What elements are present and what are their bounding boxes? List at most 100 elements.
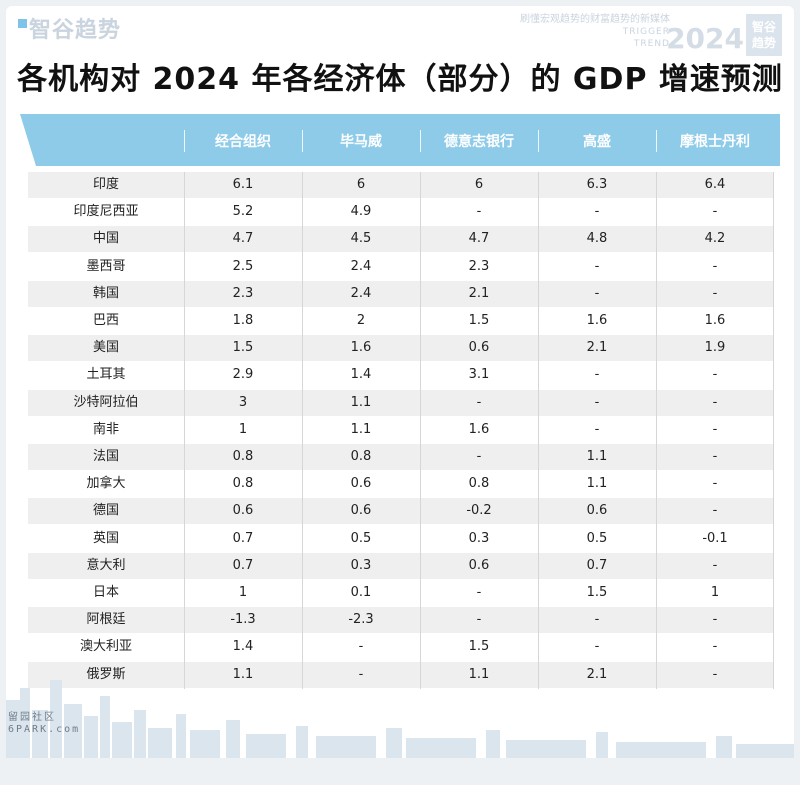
table-row: 阿根廷 -1.3 -2.3 - - -	[28, 607, 774, 634]
table-cell: -	[476, 449, 482, 464]
table-row: 土耳其 2.9 1.4 3.1 - -	[28, 362, 774, 388]
table-cell: -	[476, 204, 482, 220]
row-label: 墨西哥	[86, 258, 126, 274]
table-row: 印度 6.1 6 6 6.3 6.4	[28, 172, 774, 198]
table-cell: 1.5	[468, 313, 490, 328]
table-cell: 1.6	[704, 313, 726, 328]
table-cell: 0.8	[350, 449, 372, 464]
table-cell: -	[358, 639, 364, 655]
header-separator	[184, 130, 185, 152]
table-cell: 2.4	[350, 285, 372, 301]
header-cell: 毕马威	[340, 134, 382, 150]
watermark: 留园社区 6PARK.com	[8, 712, 80, 736]
table-cell: 1.8	[232, 313, 254, 328]
table-cell: 0.6	[350, 476, 372, 492]
header-cell: 高盛	[583, 134, 611, 150]
table-cell: 1.1	[468, 666, 490, 682]
table-row: 俄罗斯 1.1 - 1.1 2.1 -	[28, 661, 774, 688]
table-row: 韩国 2.3 2.4 2.1 - -	[28, 280, 774, 307]
table-cell: -	[712, 476, 718, 492]
table-cell: 0.6	[586, 503, 608, 519]
table-cell: 6.3	[586, 177, 608, 192]
table-cell: 6	[356, 177, 366, 192]
table-cell: -	[712, 258, 718, 274]
table-row: 澳大利亚 1.4 - 1.5 - -	[28, 634, 774, 660]
table-cell: 0.1	[350, 585, 372, 600]
header-separator	[656, 130, 657, 152]
row-label: 沙特阿拉伯	[73, 394, 139, 410]
table-cell: -0.1	[702, 530, 728, 546]
row-label: 巴西	[92, 313, 119, 328]
column-separator	[420, 172, 421, 689]
table-cell: 2.5	[232, 258, 254, 274]
year-mark: 2024	[666, 22, 744, 55]
table-cell: -	[594, 394, 600, 410]
table-cell: 1.6	[586, 313, 608, 328]
column-separator	[538, 172, 539, 689]
table-cell: -	[594, 367, 600, 383]
header-cell: 德意志银行	[444, 134, 514, 150]
row-label: 南非	[92, 421, 119, 437]
table-cell: 1.5	[468, 639, 490, 655]
table-row: 中国 4.7 4.5 4.7 4.8 4.2	[28, 226, 774, 253]
table-cell: 0.5	[350, 530, 372, 546]
brand-logo: 智谷趋势	[18, 12, 121, 44]
table-cell: -	[712, 449, 718, 464]
table-header: 经合组织 毕马威 德意志银行 高盛 摩根士丹利	[20, 114, 780, 166]
table-cell: -	[712, 394, 718, 410]
table-cell: 1.1	[586, 476, 608, 492]
table-cell: 4.9	[350, 204, 372, 220]
table-cell: -	[476, 585, 482, 600]
column-separator	[656, 172, 657, 689]
table-cell: -	[712, 666, 718, 682]
table-cell: 4.5	[350, 231, 372, 247]
row-label: 日本	[92, 585, 119, 600]
row-label: 阿根廷	[86, 612, 126, 628]
table-cell: 0.6	[350, 503, 372, 519]
table-cell: -	[594, 612, 600, 628]
tagline: 刷懂宏观趋势的财富趋势的新媒体 TRIGGER TREND	[520, 14, 670, 50]
brand-dot-icon	[18, 18, 27, 28]
table-cell: 0.8	[232, 476, 254, 492]
table-cell: 0.7	[586, 557, 608, 573]
badge-line-2: 趋势	[751, 36, 776, 50]
table-cell: 1	[710, 585, 720, 600]
table-cell: 1.1	[232, 666, 254, 682]
header-cell: 摩根士丹利	[680, 134, 750, 150]
header-corner	[28, 130, 184, 152]
table-cell: -	[594, 285, 600, 301]
row-label: 加拿大	[86, 476, 126, 492]
badge-line-1: 智谷	[751, 20, 776, 34]
row-label: 印度尼西亚	[73, 204, 139, 220]
table-cell: 2.9	[232, 367, 254, 383]
table-row: 日本 1 0.1 - 1.5 1	[28, 580, 774, 606]
table-row: 加拿大 0.8 0.6 0.8 1.1 -	[28, 471, 774, 497]
table-cell: -	[594, 421, 600, 437]
watermark-line-2: 6PARK.com	[8, 724, 81, 735]
table-cell: -1.3	[230, 612, 256, 628]
header-separator	[302, 130, 303, 152]
table-cell: 2.1	[586, 340, 608, 356]
row-label: 土耳其	[86, 367, 126, 383]
row-label: 英国	[92, 530, 119, 546]
table-cell: 4.7	[468, 231, 490, 247]
table-cell: 1.1	[586, 449, 608, 464]
table-cell: 2.3	[468, 258, 490, 274]
column-separator	[184, 172, 185, 689]
row-label: 澳大利亚	[79, 639, 132, 655]
table-cell: 1.9	[704, 340, 726, 356]
table-cell: 0.3	[350, 557, 372, 573]
brand-name: 智谷趋势	[29, 18, 122, 43]
table-cell: -	[712, 557, 718, 573]
row-label: 韩国	[92, 285, 119, 301]
table-cell: 5.2	[232, 204, 254, 220]
table-row: 印度尼西亚 5.2 4.9 - - -	[28, 199, 774, 225]
table-cell: 2	[356, 313, 366, 328]
table-cell: -	[712, 204, 718, 220]
page-title: 各机构对 2024 年各经济体（部分）的 GDP 增速预测	[17, 62, 783, 97]
table-cell: -	[712, 367, 718, 383]
table-cell: -	[358, 666, 364, 682]
table-cell: -	[594, 639, 600, 655]
table-cell: 0.6	[468, 340, 490, 356]
row-label: 印度	[92, 177, 119, 192]
